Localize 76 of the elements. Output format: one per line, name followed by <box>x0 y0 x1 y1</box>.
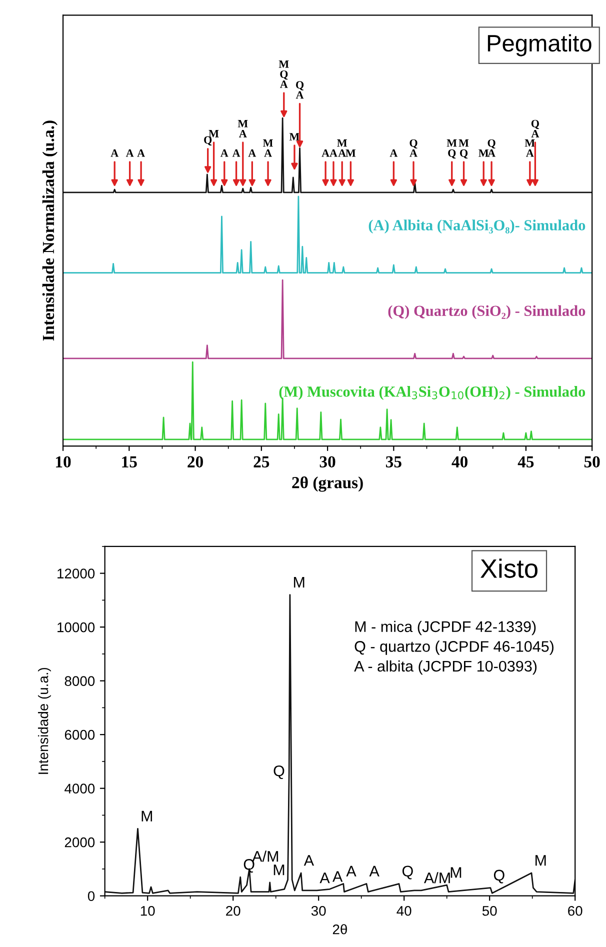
x-tick-label: 20 <box>188 456 203 468</box>
y-tick-label: 4000 <box>64 784 95 794</box>
x-tick-label: 30 <box>311 906 326 916</box>
annotation: A <box>332 871 343 882</box>
y-tick-label: 0 <box>88 891 95 902</box>
annotation: M A <box>524 139 535 157</box>
annotation: Q <box>244 859 254 873</box>
x-tick-label: 60 <box>568 906 582 916</box>
x-axis-title: 2θ <box>332 924 347 934</box>
text: (M) Muscovita (KAl$_{3}$Si$_{3}$O$_{10}$(OH)$_{2}$) - Simulado <box>279 386 586 400</box>
annotation: A <box>248 149 256 157</box>
y-tick-label: 2000 <box>64 837 95 848</box>
annotation: A <box>322 149 330 157</box>
x-tick-label: 35 <box>386 456 402 468</box>
x-tick-label: 40 <box>452 456 468 468</box>
annotation: M A <box>337 139 348 157</box>
annotation: M Q A <box>278 60 289 88</box>
annotation: M Q <box>446 139 457 159</box>
annotation: M <box>142 810 152 822</box>
annotation: Q A <box>410 139 418 157</box>
annotation: A/M <box>424 872 450 884</box>
annotation: A <box>304 855 314 866</box>
annotation: Q <box>402 866 413 880</box>
annotation: A <box>369 866 380 876</box>
annotation: M A <box>262 139 273 157</box>
annotation: M A <box>238 120 248 138</box>
annotation: A <box>346 866 356 876</box>
annotation: A <box>137 149 145 157</box>
annotation: A - albita (JCPDF 10-0393) <box>354 660 537 675</box>
y-tick-label: 8000 <box>64 676 95 686</box>
annotation: Q A <box>531 120 540 138</box>
x-tick-label: 45 <box>518 456 534 468</box>
annotation: Q <box>274 765 284 780</box>
y-axis-title: Intensidade (u.a.) <box>38 668 51 774</box>
annotation: A <box>126 149 134 157</box>
annotation: A <box>320 872 330 884</box>
x-tick-label: 20 <box>226 906 240 916</box>
annotation: M <box>294 576 304 588</box>
annotation: Q A <box>296 81 304 99</box>
x-tick-label: 10 <box>56 456 71 468</box>
x-tick-label: 15 <box>122 456 137 468</box>
annotation: Q - quartzo (JCPDF 46-1045) <box>354 640 554 655</box>
annotation: Q A <box>488 139 496 157</box>
annotation: A/M <box>252 850 278 862</box>
annotation: Q <box>494 870 504 884</box>
annotation: A <box>232 149 240 157</box>
annotation: M <box>208 130 219 138</box>
x-tick-label: 30 <box>320 456 336 468</box>
annotation: A <box>220 149 228 157</box>
y-tick-label: 6000 <box>64 730 95 740</box>
x-tick-label: 40 <box>396 906 412 916</box>
text: (A) Albita (NaAlSi₃O₈)- Simulado <box>368 220 586 234</box>
text: Pegmatito <box>488 34 592 56</box>
annotation: Xisto <box>480 558 538 578</box>
x-tick-label: 50 <box>482 906 497 916</box>
annotation: M <box>346 149 356 157</box>
annotation: Q <box>204 136 212 146</box>
y-tick-label: 12000 <box>58 568 95 578</box>
x-tick-label: 10 <box>140 906 155 916</box>
annotation: M <box>536 855 546 866</box>
annotation: A <box>390 149 398 157</box>
annotation: M Q <box>458 139 469 159</box>
annotation: M <box>274 864 284 876</box>
x-axis-title: 2θ (graus) <box>292 476 363 492</box>
x-tick-label: 50 <box>584 456 600 468</box>
y-tick-label: 10000 <box>58 622 95 632</box>
y-axis-title: Intensidade Normalizada (u.a.) <box>42 120 58 341</box>
annotation: M <box>289 133 300 140</box>
annotation: M - mica (JCPDF 42-1339) <box>355 620 536 636</box>
line-series <box>104 594 576 894</box>
annotation: A <box>110 149 119 157</box>
annotation: M <box>478 149 489 157</box>
annotation: A <box>330 149 338 157</box>
annotation: M <box>450 867 462 878</box>
x-tick-label: 25 <box>254 456 270 468</box>
text: (Q) Quartzo (SiO₂) - Simulado <box>388 305 586 320</box>
